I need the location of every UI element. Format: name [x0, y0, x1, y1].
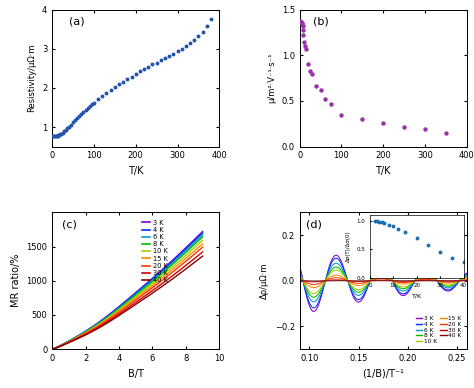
Y-axis label: MR ratio/%: MR ratio/% [11, 254, 21, 307]
Y-axis label: Resistivity/μΩ·m: Resistivity/μΩ·m [27, 44, 36, 113]
Text: (a): (a) [69, 17, 84, 26]
Legend: 3 K, 4 K, 6 K, 8 K, 10 K, 15 K, 20 K, 30 K, 40 K: 3 K, 4 K, 6 K, 8 K, 10 K, 15 K, 20 K, 30… [414, 314, 464, 346]
Legend: 3 K, 4 K, 6 K, 8 K, 10 K, 15 K, 20 K, 30 K, 40 K: 3 K, 4 K, 6 K, 8 K, 10 K, 15 K, 20 K, 30… [139, 217, 171, 286]
Text: (d): (d) [306, 219, 322, 229]
X-axis label: T/K: T/K [128, 166, 144, 176]
Y-axis label: μ/m²·V⁻¹·s⁻¹: μ/m²·V⁻¹·s⁻¹ [267, 53, 276, 103]
Text: (c): (c) [62, 219, 77, 229]
X-axis label: T/K: T/K [375, 166, 391, 176]
Y-axis label: Δρ/μΩ·m: Δρ/μΩ·m [260, 263, 269, 299]
X-axis label: B/T: B/T [128, 369, 144, 379]
Text: (b): (b) [313, 17, 329, 26]
X-axis label: (1/B)/T⁻¹: (1/B)/T⁻¹ [362, 369, 404, 379]
